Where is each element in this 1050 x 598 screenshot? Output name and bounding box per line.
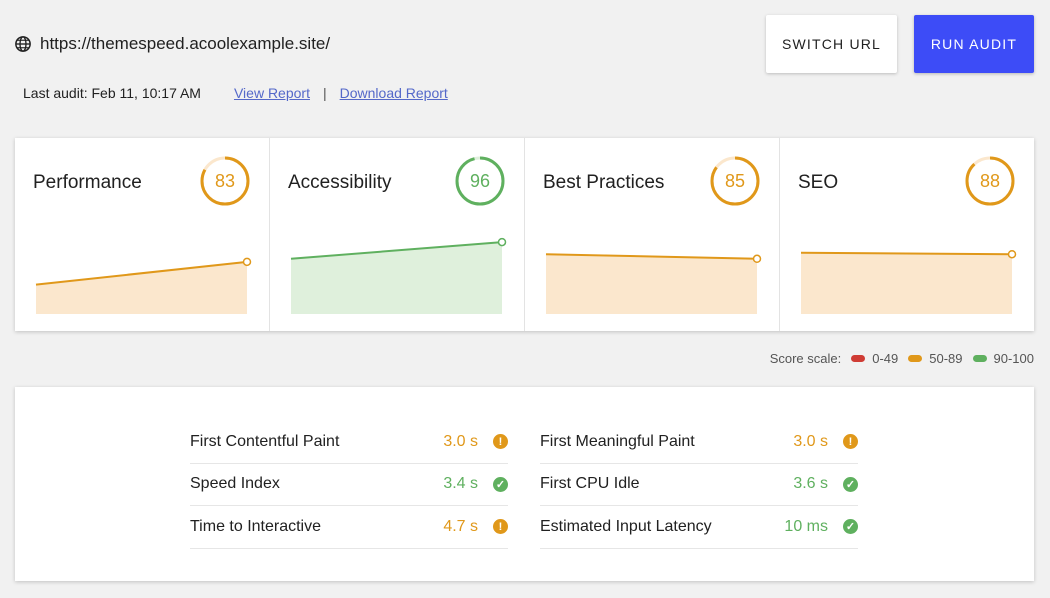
info-icon: ! (493, 434, 508, 450)
trend-line (800, 251, 1013, 256)
metric-value: 4.7 s (443, 517, 478, 535)
trend-area (36, 261, 247, 314)
metric-value: 3.6 s (793, 475, 828, 493)
metric-label: Estimated Input Latency (540, 517, 712, 535)
info-icon: ! (493, 519, 508, 535)
scale-range-fail: 0-49 (872, 351, 899, 366)
url-text: https://themespeed.acoolexample.site/ (40, 34, 331, 53)
trend-latest-point (242, 257, 252, 267)
last-audit-text: Last audit: Feb 11, 10:17 AM (23, 85, 201, 101)
trend-area (801, 252, 1012, 314)
trend-latest-point (1007, 249, 1017, 259)
link-separator: | (322, 85, 327, 101)
trend-sparkline (800, 249, 1017, 314)
score-gauge: 88 (964, 155, 1016, 207)
score-card-title: Best Practices (543, 172, 665, 193)
metric-row: First Contentful Paint 3.0 s ! (190, 421, 508, 464)
metric-label: First CPU Idle (540, 475, 640, 493)
trend-latest-point (497, 237, 507, 247)
fail-dot-icon (851, 355, 866, 362)
metric-label: Speed Index (190, 475, 280, 493)
trend-area (291, 242, 502, 314)
score-card-title: Accessibility (288, 172, 392, 193)
metric-value: 3.4 s (443, 475, 478, 493)
average-dot-icon (908, 355, 923, 362)
view-report-link[interactable]: View Report (233, 85, 310, 101)
trend-line (290, 241, 503, 260)
score-gauge: 85 (709, 155, 761, 207)
scale-range-pass: 90-100 (993, 351, 1034, 366)
score-gauge: 96 (454, 155, 506, 207)
score-gauge: 83 (199, 155, 251, 207)
score-value: 85 (724, 171, 746, 191)
metrics-column-left: First Contentful Paint 3.0 s ! Speed Ind… (190, 421, 508, 549)
trend-sparkline (290, 237, 507, 314)
check-icon: ✓ (493, 476, 508, 492)
score-scale-legend: Score scale: 0-49 50-89 90-100 (770, 351, 1034, 366)
metric-label: First Meaningful Paint (540, 432, 695, 450)
metric-row: First CPU Idle 3.6 s ✓ (540, 464, 858, 506)
trend-line (545, 253, 758, 260)
download-report-link[interactable]: Download Report (339, 85, 448, 101)
metric-value: 3.0 s (443, 432, 478, 450)
metrics-panel: First Contentful Paint 3.0 s ! Speed Ind… (15, 387, 1034, 581)
score-value: 96 (469, 171, 491, 191)
trend-area (546, 254, 757, 314)
metric-label: Time to Interactive (190, 517, 322, 535)
trend-sparkline (35, 257, 252, 314)
score-card-title: SEO (798, 172, 839, 193)
switch-url-button[interactable]: SWITCH URL (766, 15, 897, 73)
check-icon: ✓ (843, 476, 858, 492)
score-value: 83 (214, 171, 236, 191)
metric-value: 3.0 s (793, 432, 828, 450)
score-card-performance[interactable]: Performance 83 (15, 138, 270, 331)
score-card-accessibility[interactable]: Accessibility 96 (270, 138, 525, 331)
metric-row: Speed Index 3.4 s ✓ (190, 464, 508, 506)
run-audit-button[interactable]: RUN AUDIT (914, 15, 1034, 73)
score-card-best-practices[interactable]: Best Practices 85 (525, 138, 780, 331)
trend-sparkline (545, 253, 762, 314)
globe-icon (15, 36, 31, 52)
pass-dot-icon (972, 355, 987, 362)
info-icon: ! (843, 434, 858, 450)
score-card-title: Performance (33, 172, 142, 193)
score-cards: Performance 83 Accessibility 96 Best Pra… (15, 138, 1034, 331)
check-icon: ✓ (843, 519, 858, 535)
url-display: https://themespeed.acoolexample.site/ (14, 34, 330, 54)
metric-label: First Contentful Paint (190, 432, 340, 450)
metric-row: Estimated Input Latency 10 ms ✓ (540, 506, 858, 549)
metric-value: 10 ms (784, 517, 828, 535)
trend-latest-point (752, 254, 762, 264)
trend-line (35, 260, 248, 286)
score-card-seo[interactable]: SEO 88 (780, 138, 1034, 331)
scale-range-average: 50-89 (929, 351, 963, 366)
metric-row: Time to Interactive 4.7 s ! (190, 506, 508, 549)
audit-info: Last audit: Feb 11, 10:17 AM View Report… (23, 85, 448, 101)
metric-row: First Meaningful Paint 3.0 s ! (540, 421, 858, 464)
metrics-column-right: First Meaningful Paint 3.0 s ! First CPU… (540, 421, 858, 549)
score-scale-label: Score scale: (769, 351, 842, 366)
score-value: 88 (979, 171, 1001, 191)
